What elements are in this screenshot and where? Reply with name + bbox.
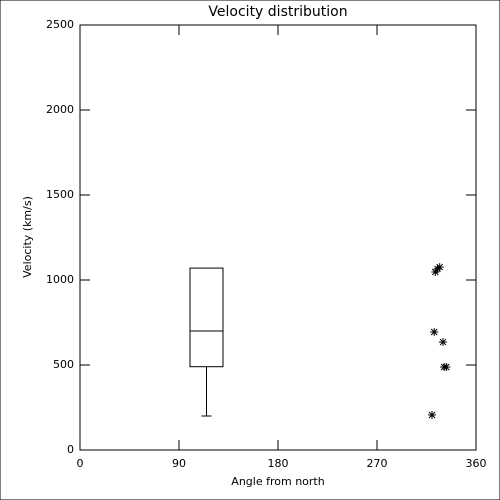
x-tick-label: 90 [172,457,186,470]
asterisk-stroke [430,328,438,336]
x-tick-label: 360 [466,457,487,470]
point [439,338,447,347]
asterisk-stroke [440,363,448,371]
y-tick-label: 500 [53,358,74,371]
y-tick-label: 2000 [46,103,74,116]
y-tick-label: 1000 [46,273,74,286]
x-tick-label: 0 [77,457,84,470]
x-axis-label: Angle from north [231,475,324,488]
point [430,328,439,337]
y-axis-label: Velocity (km/s) [21,196,34,278]
asterisk-stroke [434,265,441,273]
asterisk-stroke [439,338,447,346]
x-tick-label: 180 [268,457,289,470]
point [428,410,436,419]
asterisk-stroke [428,411,436,419]
y-tick-label: 0 [67,443,74,456]
y-tick-label: 1500 [46,188,74,201]
point [440,363,449,372]
y-tick-label: 2500 [46,18,74,31]
x-tick-label: 270 [367,457,388,470]
point [433,264,442,273]
chart-title: Velocity distribution [208,4,347,20]
